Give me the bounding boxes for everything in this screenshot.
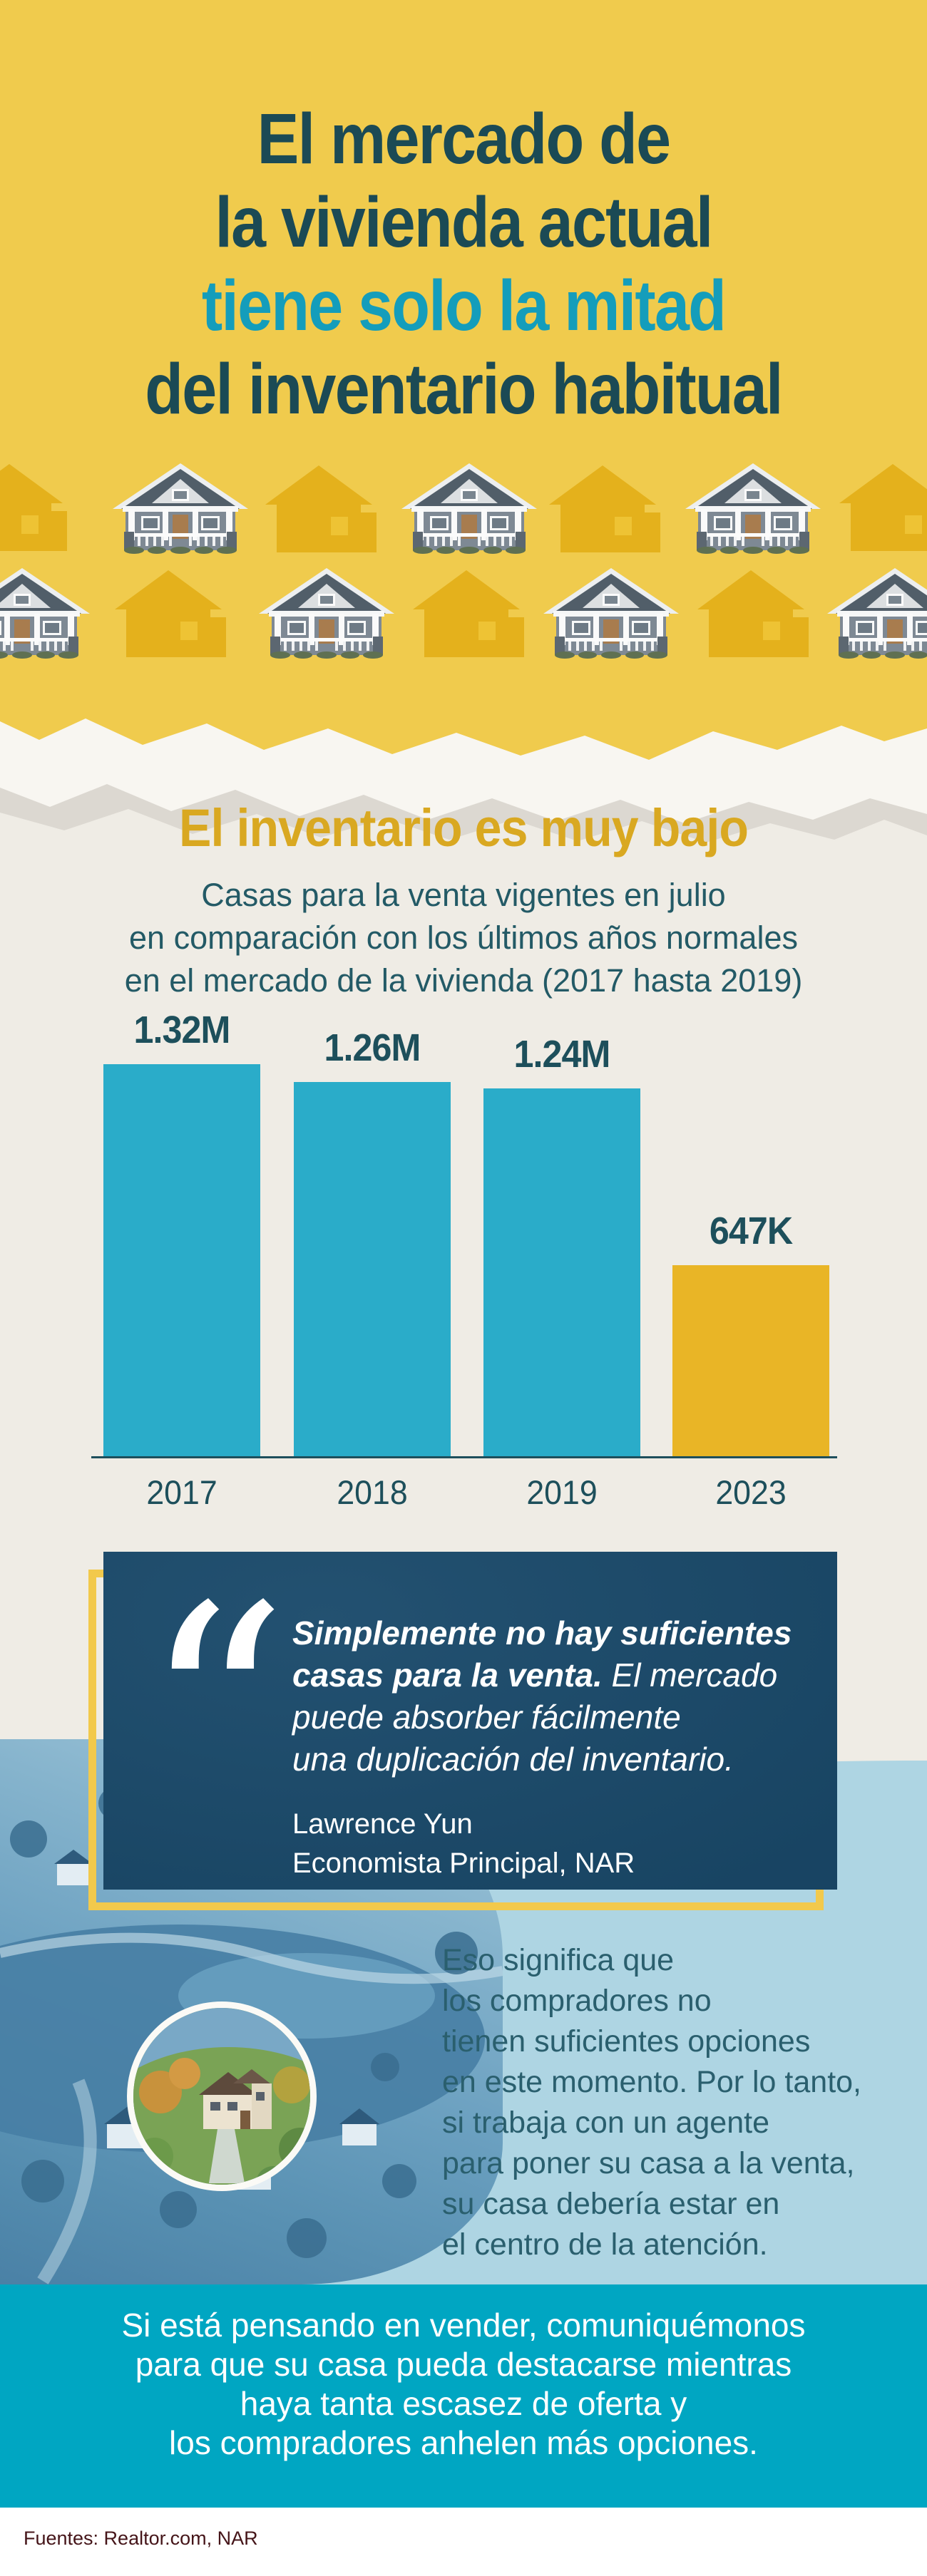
cta-banner: Si está pensando en vender, comuniquémon… [0, 2284, 927, 2508]
inventory-heading: El inventario es muy bajo [179, 798, 749, 857]
chart-subtitle: Casas para la venta vigentes en julio en… [0, 874, 927, 1002]
house-icon [543, 568, 679, 659]
house-photo-illustration [543, 568, 679, 659]
quote-line-1: Simplemente no hay suficientes [292, 1614, 792, 1652]
explanation-line-4: en este momento. Por lo tanto, [442, 2065, 861, 2099]
year-label-2018: 2018 [337, 1473, 408, 1511]
house-photo-illustration [685, 463, 821, 554]
cta-line-2: para que su casa pueda destacarse mientr… [135, 2346, 792, 2383]
house-silhouette-illustration [697, 570, 819, 657]
explanation-paragraph: Eso significa que los compradores no tie… [442, 1940, 920, 2265]
quote-mark-icon: “ [143, 1546, 289, 1877]
quote-attribution-name: Lawrence Yun [292, 1808, 473, 1840]
explanation-line-3: tienen suficientes opciones [442, 2024, 811, 2059]
hero-section: El mercado de la vivienda actual tiene s… [0, 0, 927, 760]
house-silhouette-illustration [549, 465, 670, 552]
quote-card [103, 1552, 837, 1890]
chart-subtitle-line-1: Casas para la venta vigentes en julio [201, 877, 726, 913]
cta-line-1: Si está pensando en vender, comuniquémon… [121, 2307, 806, 2344]
house-silhouette-illustration [265, 465, 386, 552]
quote-line-2-regular: El mercado [602, 1657, 778, 1694]
year-label-2023: 2023 [715, 1473, 787, 1511]
hero-title-line-1: El mercado de [257, 99, 671, 179]
house-silhouette-icon [697, 570, 809, 657]
house-icon [259, 568, 394, 659]
quote-line-3: puede absorber fácilmente [292, 1699, 681, 1736]
house-photo-illustration [827, 568, 927, 659]
house-silhouette-illustration [0, 464, 77, 551]
explanation-line-2: los compradores no [442, 1984, 712, 2018]
chart-subtitle-line-3: en el mercado de la vivienda (2017 hasta… [124, 962, 803, 999]
house-silhouette-icon [839, 464, 927, 551]
bar-2018 [294, 1082, 451, 1458]
house-silhouette-icon [413, 570, 524, 657]
value-label-2023: 647K [709, 1210, 793, 1252]
explanation-line-7: su casa debería estar en [442, 2187, 780, 2221]
cta-line-4: los compradores anhelen más opciones. [169, 2424, 758, 2461]
value-label-2019: 1.24M [513, 1033, 611, 1076]
house-photo-illustration [0, 568, 90, 659]
house-silhouette-illustration [115, 570, 236, 657]
bar-2023 [672, 1265, 829, 1458]
house-silhouette-illustration [839, 464, 927, 551]
year-label-2019: 2019 [526, 1473, 598, 1511]
year-label-2017: 2017 [146, 1473, 217, 1511]
bar-2017 [103, 1064, 260, 1458]
hero-title-line-4: del inventario habitual [145, 349, 783, 429]
explanation-line-1: Eso significa que [442, 1943, 675, 1977]
chart-subtitle-line-2: en comparación con los últimos años norm… [129, 919, 798, 956]
hero-title-line-3: tiene solo la mitad [201, 266, 727, 346]
hero-title-line-2: la vivienda actual [215, 182, 713, 262]
footer: Fuentes: Realtor.com, NAR [0, 2508, 927, 2576]
quote-attribution: Lawrence Yun Economista Principal, NAR [292, 1805, 806, 1883]
house-icon [685, 463, 821, 554]
quote-line-2-bold: casas para la venta. [292, 1657, 603, 1694]
hero-title: El mercado de la vivienda actual tiene s… [0, 98, 927, 431]
house-silhouette-icon [265, 465, 377, 552]
value-label-2017: 1.32M [133, 1009, 231, 1051]
explanation-line-8: el centro de la atención. [442, 2227, 768, 2262]
house-icon [827, 568, 927, 659]
value-label-2018: 1.26M [324, 1026, 421, 1069]
quote-attribution-title: Economista Principal, NAR [292, 1848, 635, 1879]
house-silhouette-icon [549, 465, 660, 552]
house-photo-illustration [113, 463, 248, 554]
quote-line-4: una duplicación del inventario. [292, 1741, 734, 1778]
house-icon [0, 568, 90, 659]
explanation-line-5: si trabaja con un agente [442, 2106, 769, 2140]
house-photo-illustration [259, 568, 394, 659]
house-silhouette-icon [0, 464, 67, 551]
bar-2019 [483, 1088, 640, 1458]
house-inset-photo [127, 2001, 317, 2191]
cta-text: Si está pensando en vender, comuniquémon… [0, 2306, 927, 2463]
house-icon [113, 463, 248, 554]
sources-text: Fuentes: Realtor.com, NAR [24, 2528, 258, 2549]
chart-baseline [91, 1456, 837, 1458]
houses-pattern [0, 0, 927, 760]
explanation-line-6: para poner su casa a la venta, [442, 2146, 855, 2180]
quote-text: Simplemente no hay suficientes casas par… [292, 1612, 806, 1781]
house-silhouette-illustration [413, 570, 534, 657]
house-icon [401, 463, 537, 554]
house-photo-illustration [401, 463, 537, 554]
house-silhouette-icon [115, 570, 226, 657]
cta-line-3: haya tanta escasez de oferta y [240, 2385, 687, 2422]
